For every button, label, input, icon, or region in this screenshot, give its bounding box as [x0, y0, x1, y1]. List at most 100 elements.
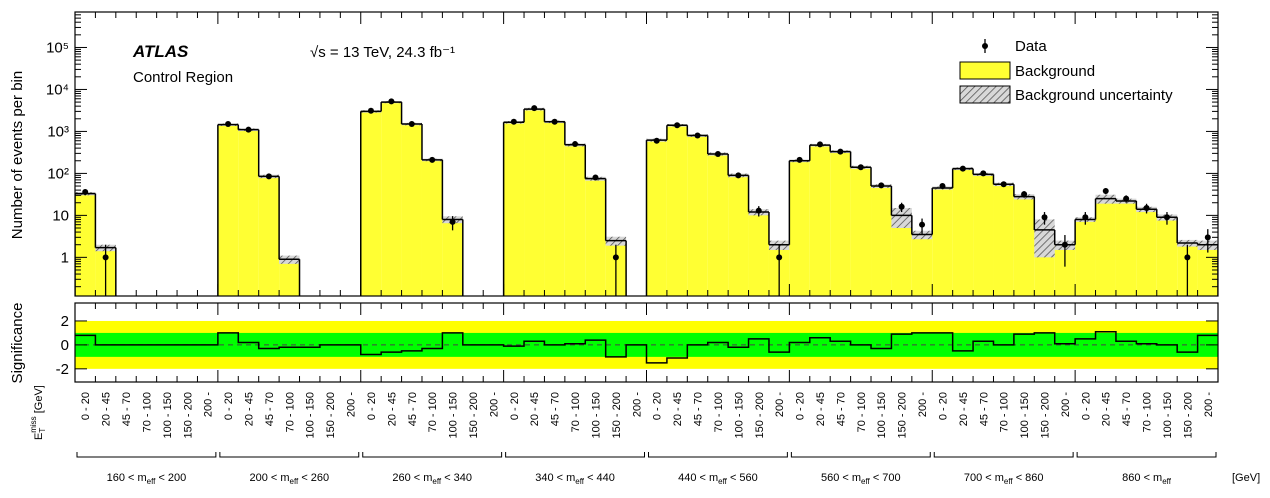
data-point: [572, 141, 579, 148]
data-point: [755, 207, 762, 214]
background-bar: [728, 175, 749, 296]
region-label-part: < 700: [870, 472, 901, 484]
x-tick-label: 45 - 70: [550, 392, 562, 426]
region-label-part: eff: [575, 477, 585, 486]
background-bar: [911, 234, 933, 296]
data-point: [959, 165, 966, 172]
data-point: [919, 221, 926, 228]
x-tick-label: 200 -: [346, 392, 358, 417]
x-tick-label: 45 - 70: [693, 392, 705, 426]
x-tick-label: 200 -: [1060, 392, 1072, 417]
x-tick-label: 45 - 70: [835, 392, 847, 426]
x-tick-label: 45 - 70: [407, 392, 419, 426]
x-tick-label: 100 - 150: [733, 392, 745, 438]
x-tick-label: 0 - 20: [937, 392, 949, 420]
region-bracket: [1076, 452, 1217, 458]
data-point: [388, 98, 395, 105]
data-point: [1163, 214, 1170, 221]
region-label-part: 560 < m: [821, 472, 861, 484]
background-bar: [830, 151, 851, 296]
data-point: [980, 170, 987, 177]
region-label-part: 860 < m: [1122, 472, 1162, 484]
region-bracket: [648, 452, 788, 458]
data-point: [1102, 188, 1109, 195]
x-tick-label: 100 - 150: [1019, 392, 1031, 438]
x-tick-label: 0 - 20: [1080, 392, 1092, 420]
region-label-part: 200 < m: [249, 472, 289, 484]
background-bar: [707, 153, 729, 296]
data-point: [653, 137, 660, 144]
ratio-tick-label: 0: [61, 337, 69, 354]
background-bar: [871, 186, 892, 296]
region-label-part: 260 < m: [392, 472, 432, 484]
y-tick-label: 10⁴: [46, 81, 69, 98]
x-tick-label: 20 - 45: [672, 392, 684, 426]
data-point: [735, 172, 742, 179]
ratio-panel: [75, 320, 1218, 369]
ratio-tick-label: -2: [56, 361, 69, 378]
data-point: [1061, 241, 1068, 248]
legend-label: Background: [1015, 63, 1095, 80]
background-bar: [646, 140, 667, 296]
x-tick-label: 200 -: [631, 392, 643, 417]
y-tick-label: 1: [61, 249, 69, 266]
x-tick-label: 200 -: [488, 392, 500, 417]
region-label-part: eff: [432, 477, 442, 486]
background-bar: [421, 159, 443, 296]
background-bar: [1115, 201, 1137, 296]
region-bracket: [362, 452, 503, 458]
x-tick-label: 100 - 150: [590, 392, 602, 438]
x-tick-label: 20 - 45: [529, 392, 541, 426]
region-label-part: 340 < m: [535, 472, 575, 484]
legend-label: Background uncertainty: [1015, 87, 1173, 104]
data-point: [1123, 195, 1130, 202]
background-bar: [564, 144, 586, 296]
x-label-main: E: [33, 433, 45, 440]
x-tick-label: 200 -: [203, 392, 215, 417]
region-label: 700 < meff < 860: [964, 472, 1044, 486]
region-label-part: eff: [147, 477, 157, 486]
data-point: [225, 121, 232, 128]
background-bar: [401, 124, 422, 296]
data-point: [857, 164, 864, 171]
x-tick-label: 70 - 100: [141, 392, 153, 432]
data-point: [1204, 234, 1211, 241]
region-label: 200 < meff < 260: [249, 472, 329, 486]
axes: 1 10 10² 10³ 10⁴ 10⁵ -2 0 2 0 - 20 20 - 45 45 - 70 7…: [46, 11, 1219, 486]
data-point: [816, 141, 823, 148]
background-bar: [666, 125, 688, 296]
region-label: 560 < meff < 700: [821, 472, 901, 486]
experiment: ATLAS: [132, 42, 189, 61]
background-bar: [850, 167, 872, 296]
x-tick-label: 70 - 100: [284, 392, 296, 432]
data-point: [878, 182, 885, 189]
region-label-part: eff: [861, 477, 871, 486]
x-tick-label: 45 - 70: [978, 392, 990, 426]
region-label-part: < 260: [298, 472, 329, 484]
region-label-part: 440 < m: [678, 472, 718, 484]
region-label-part: eff: [290, 477, 300, 486]
region-label: 160 < meff < 200: [107, 472, 187, 486]
data-point: [776, 254, 783, 261]
uncertainty-band: [1034, 219, 1055, 258]
x-tick-label: 20 - 45: [101, 392, 113, 426]
background-bar: [687, 135, 708, 296]
background-bar: [932, 187, 953, 296]
x-tick-label: 150 - 200: [754, 392, 766, 438]
region-bracket: [790, 452, 931, 458]
data-point: [714, 150, 721, 157]
x-tick-label: 70 - 100: [999, 392, 1011, 432]
x-tick-label: 45 - 70: [121, 392, 133, 426]
background-bar: [503, 122, 525, 296]
x-tick-label: 100 - 150: [305, 392, 317, 438]
background-bar: [258, 176, 280, 296]
x-tick-label: 100 - 150: [162, 392, 174, 438]
region-bracket: [76, 452, 217, 458]
background-bar: [217, 124, 239, 296]
region-label-part: 700 < m: [964, 472, 1004, 484]
legend-data-marker: [982, 43, 988, 49]
region-label-part: < 560: [727, 472, 758, 484]
x-tick-label: 45 - 70: [1121, 392, 1133, 426]
y-tick-label: 10: [52, 207, 69, 224]
background-bar: [238, 129, 259, 296]
